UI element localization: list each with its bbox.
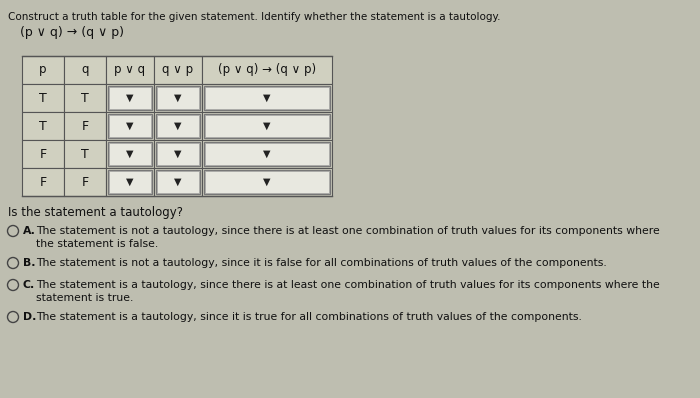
Text: ▼: ▼ — [126, 121, 134, 131]
Text: ▼: ▼ — [263, 149, 271, 159]
Text: ▼: ▼ — [174, 149, 182, 159]
Text: T: T — [81, 148, 89, 160]
Bar — [157, 87, 199, 109]
Bar — [22, 56, 64, 84]
Text: Is the statement a tautology?: Is the statement a tautology? — [8, 206, 183, 219]
Bar — [204, 114, 330, 138]
Text: A.: A. — [22, 226, 36, 236]
Bar — [108, 170, 152, 194]
Text: F: F — [81, 176, 89, 189]
Bar — [106, 112, 154, 140]
Text: Construct a truth table for the given statement. Identify whether the statement : Construct a truth table for the given st… — [8, 12, 500, 22]
Bar — [22, 140, 64, 168]
Bar — [64, 112, 106, 140]
Bar — [106, 140, 154, 168]
Text: ▼: ▼ — [263, 177, 271, 187]
Text: T: T — [81, 92, 89, 105]
Bar — [202, 168, 332, 196]
Bar — [106, 56, 154, 84]
Bar — [106, 84, 154, 112]
Bar — [157, 171, 199, 193]
Bar — [156, 170, 200, 194]
Bar — [22, 168, 64, 196]
Bar — [108, 114, 152, 138]
Text: p ∨ q: p ∨ q — [114, 64, 146, 76]
Bar — [154, 56, 202, 84]
Text: ▼: ▼ — [263, 121, 271, 131]
Text: ▼: ▼ — [174, 93, 182, 103]
Bar — [154, 84, 202, 112]
Bar — [204, 86, 330, 110]
Text: The statement is a tautology, since it is true for all combinations of truth val: The statement is a tautology, since it i… — [36, 312, 582, 322]
Text: ▼: ▼ — [174, 121, 182, 131]
Bar — [205, 171, 329, 193]
Text: ▼: ▼ — [126, 177, 134, 187]
Text: F: F — [39, 176, 47, 189]
Bar — [154, 112, 202, 140]
Bar — [109, 171, 151, 193]
Text: the statement is false.: the statement is false. — [36, 239, 159, 249]
Text: p: p — [39, 64, 47, 76]
Bar — [109, 87, 151, 109]
Bar — [205, 87, 329, 109]
Text: q: q — [81, 64, 89, 76]
Bar — [202, 140, 332, 168]
Text: ▼: ▼ — [174, 177, 182, 187]
Bar — [202, 112, 332, 140]
Bar — [156, 114, 200, 138]
Bar — [205, 143, 329, 165]
Bar — [157, 115, 199, 137]
Bar — [22, 112, 64, 140]
Bar — [108, 86, 152, 110]
Bar — [157, 143, 199, 165]
Bar — [154, 168, 202, 196]
Bar — [109, 143, 151, 165]
Bar — [64, 140, 106, 168]
Bar — [106, 168, 154, 196]
Text: ▼: ▼ — [263, 93, 271, 103]
Text: B.: B. — [22, 258, 35, 268]
Bar — [156, 86, 200, 110]
Bar — [204, 170, 330, 194]
Bar — [109, 115, 151, 137]
Text: (p ∨ q) → (q ∨ p): (p ∨ q) → (q ∨ p) — [20, 26, 124, 39]
Bar — [156, 142, 200, 166]
Text: statement is true.: statement is true. — [36, 293, 134, 303]
Bar — [202, 84, 332, 112]
Bar — [154, 140, 202, 168]
Text: T: T — [39, 119, 47, 133]
Bar — [205, 115, 329, 137]
Text: The statement is not a tautology, since it is false for all combinations of trut: The statement is not a tautology, since … — [36, 258, 608, 268]
Bar — [108, 142, 152, 166]
Text: ▼: ▼ — [126, 93, 134, 103]
Text: C.: C. — [22, 280, 35, 290]
Text: T: T — [39, 92, 47, 105]
Bar — [202, 56, 332, 84]
Text: The statement is not a tautology, since there is at least one combination of tru: The statement is not a tautology, since … — [36, 226, 660, 236]
Text: D.: D. — [22, 312, 36, 322]
Text: The statement is a tautology, since there is at least one combination of truth v: The statement is a tautology, since ther… — [36, 280, 660, 290]
Text: (p ∨ q) → (q ∨ p): (p ∨ q) → (q ∨ p) — [218, 64, 316, 76]
Text: q ∨ p: q ∨ p — [162, 64, 194, 76]
Bar — [204, 142, 330, 166]
Bar — [64, 84, 106, 112]
Text: ▼: ▼ — [126, 149, 134, 159]
Bar — [64, 168, 106, 196]
Bar — [22, 84, 64, 112]
Bar — [64, 56, 106, 84]
Text: F: F — [81, 119, 89, 133]
Text: F: F — [39, 148, 47, 160]
